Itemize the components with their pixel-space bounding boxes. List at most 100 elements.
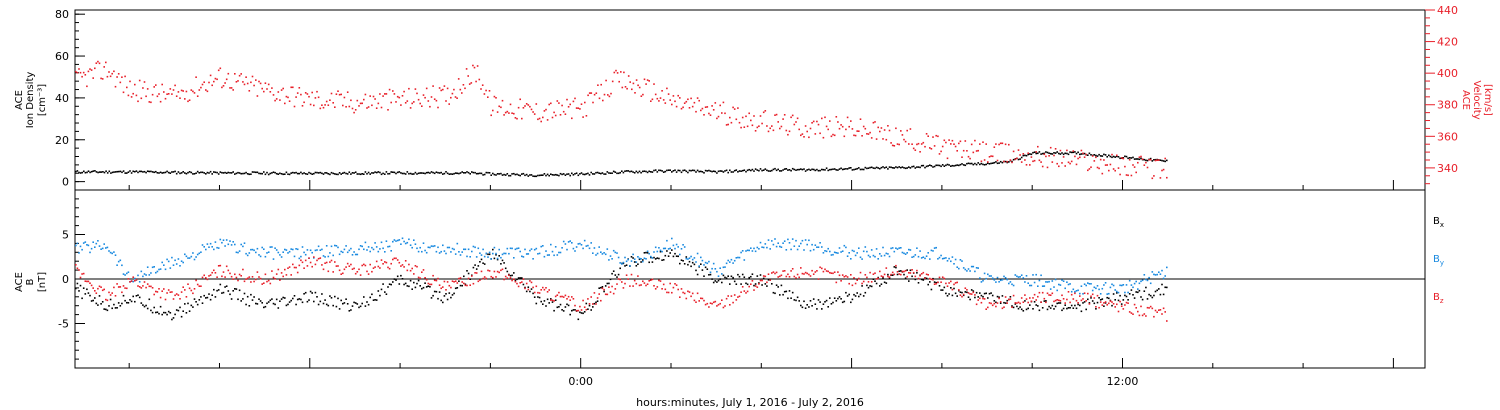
data-point xyxy=(693,257,696,259)
data-point xyxy=(759,274,762,276)
data-point xyxy=(416,265,418,268)
data-point xyxy=(406,269,409,272)
data-point xyxy=(1095,306,1097,308)
data-point xyxy=(179,172,181,175)
data-point xyxy=(645,284,647,287)
data-point xyxy=(862,250,865,253)
data-point xyxy=(766,281,768,284)
data-point xyxy=(1132,313,1134,315)
data-point xyxy=(76,170,79,172)
data-point xyxy=(519,282,521,284)
data-point xyxy=(654,288,657,290)
data-point xyxy=(100,77,102,80)
data-point xyxy=(250,81,252,84)
data-point xyxy=(101,289,104,292)
data-point xyxy=(298,264,301,267)
data-point xyxy=(314,97,317,99)
data-point xyxy=(150,285,152,288)
data-point xyxy=(1041,165,1044,168)
data-point xyxy=(1061,162,1063,164)
data-point xyxy=(208,172,210,174)
data-point xyxy=(664,254,667,257)
data-point xyxy=(304,253,307,256)
data-point xyxy=(195,279,197,282)
data-point xyxy=(1138,314,1141,317)
data-point xyxy=(1127,291,1129,294)
data-point xyxy=(1035,273,1037,276)
data-point xyxy=(575,246,578,248)
data-point xyxy=(1125,295,1128,298)
data-point xyxy=(89,294,91,297)
data-point xyxy=(475,256,478,258)
data-point xyxy=(167,310,170,313)
data-point xyxy=(617,256,620,259)
data-point xyxy=(648,280,650,282)
data-point xyxy=(425,251,428,254)
series-top-1 xyxy=(75,60,1168,180)
data-point xyxy=(532,111,534,113)
data-point xyxy=(97,304,99,306)
data-point xyxy=(675,171,678,173)
data-point xyxy=(729,116,731,119)
data-point xyxy=(832,168,834,170)
data-point xyxy=(1038,309,1041,312)
data-point xyxy=(206,278,209,281)
data-point xyxy=(290,248,292,250)
data-point xyxy=(774,238,776,240)
data-point xyxy=(1101,304,1104,306)
data-point xyxy=(1099,158,1102,161)
data-point xyxy=(351,305,354,307)
data-point xyxy=(1079,304,1081,307)
data-point xyxy=(256,303,259,305)
data-point xyxy=(979,143,981,145)
data-point xyxy=(522,172,525,175)
data-point xyxy=(958,164,960,167)
data-point xyxy=(745,282,747,285)
data-point xyxy=(706,170,709,172)
data-point xyxy=(841,125,844,128)
data-point xyxy=(629,170,631,173)
data-point xyxy=(819,266,821,269)
data-point xyxy=(513,112,515,115)
data-point xyxy=(382,172,384,175)
data-point xyxy=(1085,308,1087,311)
data-point xyxy=(284,173,286,175)
data-point xyxy=(1161,169,1163,172)
data-point xyxy=(474,246,476,249)
data-point xyxy=(1054,299,1057,302)
data-point xyxy=(640,258,642,260)
data-point xyxy=(758,169,760,172)
data-point xyxy=(840,124,842,126)
data-point xyxy=(301,105,304,107)
data-point xyxy=(1140,155,1142,158)
data-point xyxy=(282,173,284,176)
data-point xyxy=(443,172,446,175)
data-point xyxy=(759,241,762,244)
data-point xyxy=(558,102,560,104)
data-point xyxy=(1027,282,1029,284)
data-point xyxy=(509,277,512,279)
data-point xyxy=(970,265,973,268)
data-point xyxy=(203,172,205,174)
data-point xyxy=(908,280,910,282)
data-point xyxy=(674,100,676,103)
data-point xyxy=(151,266,154,269)
data-point xyxy=(937,258,939,260)
data-point xyxy=(916,166,918,168)
data-point xyxy=(738,256,741,259)
data-point xyxy=(87,70,90,73)
data-point xyxy=(600,172,602,175)
data-point xyxy=(580,309,583,311)
data-point xyxy=(375,260,378,263)
data-point xyxy=(999,279,1002,282)
data-point xyxy=(735,169,738,171)
data-point xyxy=(559,251,562,254)
data-point xyxy=(158,288,160,290)
data-point xyxy=(793,168,796,171)
data-point xyxy=(1011,283,1013,286)
data-point xyxy=(1159,159,1162,161)
data-point xyxy=(229,172,231,174)
data-point xyxy=(213,171,215,173)
data-point xyxy=(345,245,347,247)
data-point xyxy=(798,128,800,131)
